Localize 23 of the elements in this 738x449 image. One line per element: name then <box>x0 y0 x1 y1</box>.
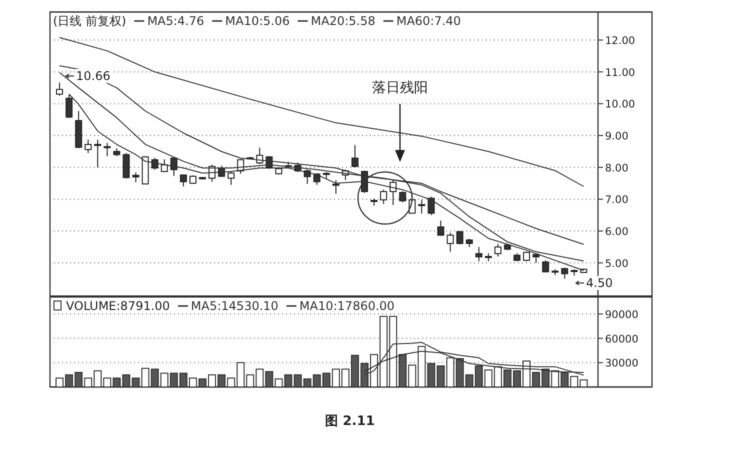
annotation: 4.50 <box>586 276 613 290</box>
y-tick-label: 7.00 <box>605 194 628 206</box>
annotation: 10.66 <box>76 69 110 83</box>
y-tick-label: 11.00 <box>605 66 636 79</box>
y-tick-label: 60000 <box>605 333 638 346</box>
y-tick-label: 10.00 <box>605 98 636 111</box>
annotation: 落日残阳 <box>372 80 428 96</box>
legend-label: MA60:7.40 <box>396 14 461 28</box>
legend-label: MA10:5.06 <box>225 14 290 28</box>
y-tick-label: 9.00 <box>605 130 628 143</box>
y-tick-label: 5.00 <box>605 258 628 270</box>
legend-label: MA20:5.58 <box>310 14 376 28</box>
legend-label: MA10:17860.00 <box>299 299 395 313</box>
caption: 图 2.11 <box>325 414 375 429</box>
legend-label: MA5:14530.10 <box>190 299 278 313</box>
y-tick-label: 8.00 <box>605 162 628 174</box>
y-tick-label: 90000 <box>605 308 638 321</box>
y-tick-label: 6.00 <box>605 226 628 238</box>
y-tick-label: 30000 <box>605 358 638 370</box>
legend-label: MA5:4.76 <box>147 14 204 28</box>
legend-label: VOLUME:8791.00 <box>66 299 170 313</box>
chart-title: (日线 前复权) <box>53 14 126 28</box>
y-tick-label: 12.00 <box>605 35 636 48</box>
